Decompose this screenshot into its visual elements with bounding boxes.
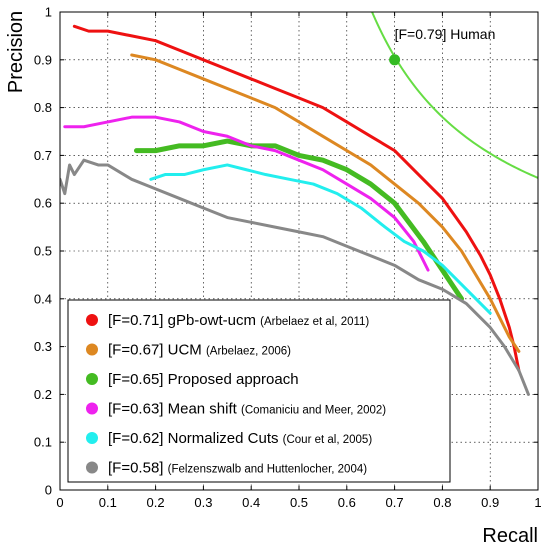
human-point xyxy=(389,54,401,66)
y-tick-label: 0.8 xyxy=(34,100,52,115)
y-tick-label: 0.2 xyxy=(34,387,52,402)
series-line-6 xyxy=(60,158,530,396)
x-tick-label: 0.9 xyxy=(481,495,499,510)
legend-entry-label: [F=0.58] (Felzenszwalb and Huttenlocher,… xyxy=(108,460,367,477)
x-axis-label: Recall xyxy=(482,525,538,547)
y-tick-label: 0.1 xyxy=(34,435,52,450)
y-tick-label: 0.7 xyxy=(34,148,52,163)
legend-marker xyxy=(86,461,98,474)
x-tick-label: 0.4 xyxy=(242,495,260,510)
legend-entry-label: [F=0.67] UCM (Arbelaez, 2006) xyxy=(108,342,291,359)
legend-entry-label: [F=0.65] Proposed approach xyxy=(108,371,299,388)
y-tick-label: 0.6 xyxy=(34,196,52,211)
x-tick-label: 0.7 xyxy=(386,495,404,510)
x-tick-label: 1 xyxy=(534,495,541,510)
y-axis-label: Precision xyxy=(5,11,27,93)
y-tick-label: 0.5 xyxy=(34,244,52,259)
x-tick-label: 0.2 xyxy=(147,495,165,510)
legend-entry-label: [F=0.63] Mean shift (Comaniciu and Meer,… xyxy=(108,401,386,418)
series-lines xyxy=(60,24,530,396)
plot-frame xyxy=(59,11,539,491)
legend-entry-label: [F=0.71] gPb-owt-ucm (Arbelaez et al, 20… xyxy=(108,312,369,329)
legend-marker xyxy=(86,432,98,444)
series-line-2 xyxy=(130,53,521,353)
legend-entry-label: [F=0.62] Normalized Cuts (Cour et al, 20… xyxy=(108,430,372,447)
series-line-1 xyxy=(72,24,521,372)
series-line-5 xyxy=(149,163,492,315)
x-tick-label: 0.8 xyxy=(433,495,451,510)
legend-marker xyxy=(86,402,98,415)
series-line-4 xyxy=(63,115,430,272)
human-iso-f-curve xyxy=(371,12,538,179)
legend-marker xyxy=(86,314,98,326)
legend-marker xyxy=(86,343,98,356)
y-tick-label: 0.3 xyxy=(34,339,52,354)
y-tick-label: 0.9 xyxy=(34,52,52,67)
y-tick-label: 0.4 xyxy=(34,291,52,306)
y-tick-label: 1 xyxy=(45,5,52,20)
x-tick-label: 0.6 xyxy=(338,495,356,510)
x-tick-label: 0.3 xyxy=(194,495,212,510)
legend-marker xyxy=(86,373,98,385)
legend: [F=0.71] gPb-owt-ucm (Arbelaez et al, 20… xyxy=(67,299,451,483)
x-tick-label: 0.1 xyxy=(99,495,117,510)
x-tick-label: 0.5 xyxy=(290,495,308,510)
legend-box xyxy=(67,299,451,483)
x-tick-label: 0 xyxy=(56,495,63,510)
human-point-label: [F=0.79] Human xyxy=(395,26,496,42)
y-tick-label: 0 xyxy=(45,483,52,498)
